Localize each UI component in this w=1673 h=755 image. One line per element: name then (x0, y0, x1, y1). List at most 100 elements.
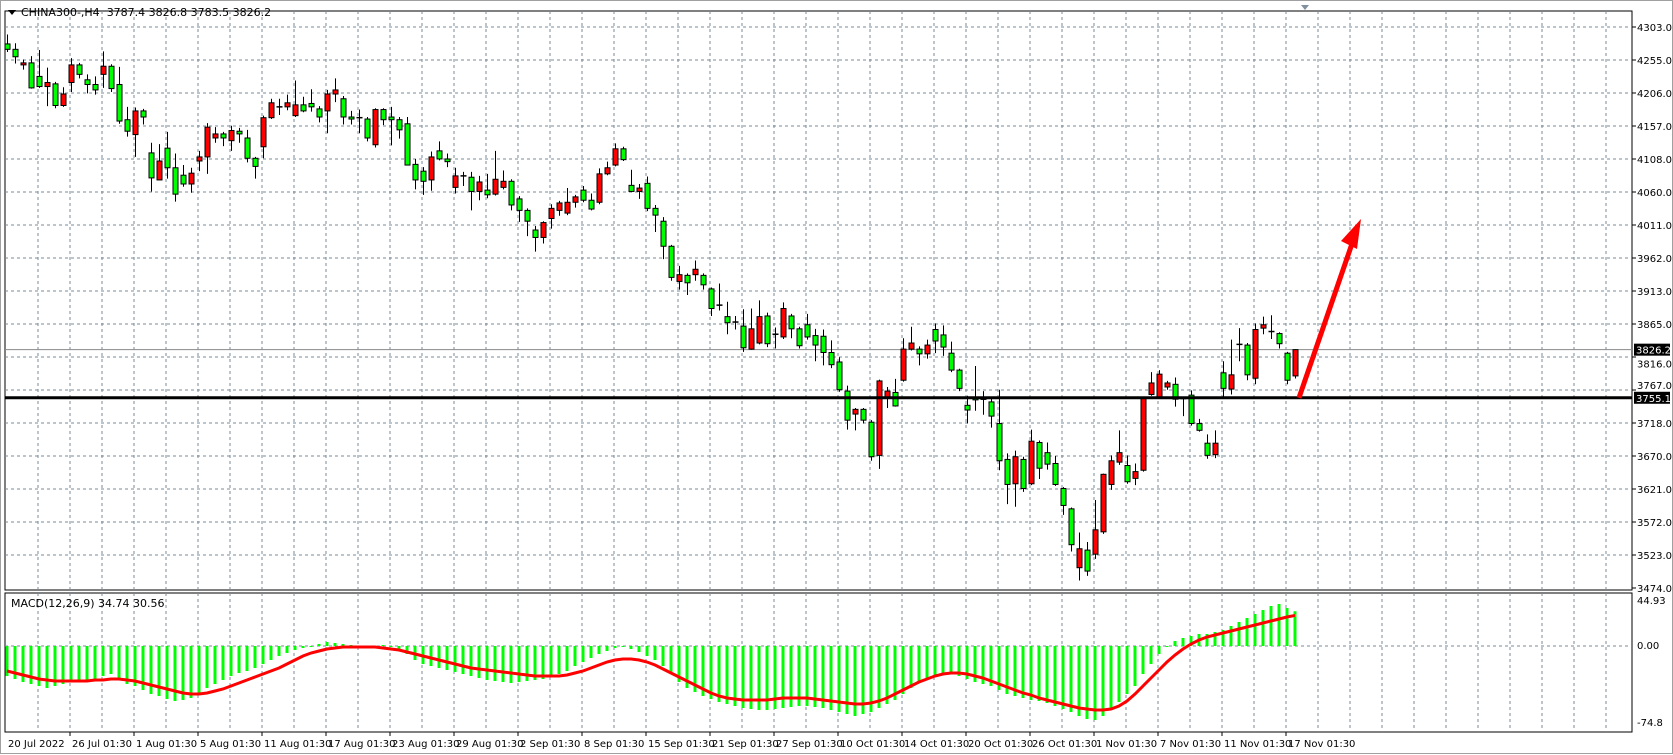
macd-histogram-bar (685, 646, 689, 688)
candle-body-bull (228, 130, 235, 142)
macd-histogram-bar (1101, 646, 1105, 716)
candle (964, 395, 971, 424)
macd-histogram-bar (309, 646, 313, 647)
price-tick-label: 4206.0 (1637, 89, 1672, 100)
macd-histogram-bar (157, 646, 161, 696)
candle (692, 260, 699, 281)
price-tick-label: 3621.0 (1637, 485, 1672, 496)
candle-body-bear (916, 348, 923, 355)
macd-histogram-bar (1245, 618, 1249, 646)
time-label: 8 Sep 01:30 (584, 739, 644, 750)
macd-histogram-bar (189, 646, 193, 698)
macd-histogram-bar (917, 646, 921, 683)
candle (1228, 339, 1235, 395)
candle-body-bear (516, 198, 523, 211)
candle (604, 161, 611, 176)
macd-histogram-bar (853, 646, 857, 716)
candle-body-bear (1244, 344, 1251, 376)
candle (188, 167, 195, 193)
candle (500, 170, 507, 190)
macd-histogram-bar (1173, 641, 1177, 646)
trend-arrow-shaft (1296, 234, 1358, 399)
candle-body-bull (1148, 382, 1155, 395)
candle (724, 301, 731, 335)
macd-histogram-bar (669, 646, 673, 674)
candle (1284, 351, 1291, 385)
candle-body-bear (700, 274, 707, 286)
macd-histogram-bar (693, 646, 697, 692)
candle-body-bear (92, 84, 99, 91)
macd-histogram-bar (957, 646, 961, 676)
macd-histogram-bar (1269, 606, 1273, 646)
candle-body-bear (660, 220, 667, 247)
candle (36, 50, 43, 88)
candle-body-bear (388, 116, 395, 121)
macd-histogram-bar (965, 646, 969, 679)
price-tick-label: 3767.0 (1637, 381, 1672, 392)
macd-histogram-bar (1117, 646, 1121, 702)
candle (28, 56, 35, 89)
price-panel-frame (4, 10, 1633, 591)
macd-histogram-bar (45, 646, 49, 688)
candle (116, 66, 123, 124)
time-label: 23 Aug 01:30 (392, 739, 459, 750)
candle-body-bear (180, 174, 187, 185)
candle-body-bull (196, 156, 203, 162)
macd-histogram-bar (237, 646, 241, 673)
candle-body-bear (172, 167, 179, 195)
macd-histogram-bar (317, 644, 321, 646)
candle-body-bear (1276, 333, 1283, 345)
macd-histogram-bar (469, 646, 473, 676)
candle (652, 204, 659, 233)
macd-histogram-bar (517, 646, 521, 682)
candle (244, 129, 251, 163)
macd-histogram-bar (381, 645, 385, 646)
macd-histogram-bar (405, 646, 409, 654)
chart-menu-triangle-icon[interactable] (8, 10, 16, 15)
macd-histogram-bar (797, 646, 801, 706)
candle-body-bull (1100, 473, 1107, 533)
price-tick-label: 3816.0 (1637, 360, 1672, 371)
candle (1124, 455, 1131, 484)
macd-histogram-bar (1253, 614, 1257, 646)
candle (1164, 380, 1171, 390)
candle (564, 188, 571, 216)
candle-body-bear (588, 199, 595, 210)
candle (900, 338, 907, 382)
candle (108, 64, 115, 92)
candle-body-bear (412, 163, 419, 181)
candle-body-bull (748, 328, 755, 350)
candle-body-bear (4, 43, 11, 50)
macd-histogram-bar (837, 646, 841, 712)
candle (996, 389, 1003, 471)
candle-body-bull (20, 62, 27, 66)
candle (1244, 343, 1251, 381)
candle-body-bear (148, 152, 155, 179)
candle-body-bull (1164, 382, 1171, 388)
macd-tick-label: -74.8 (1637, 718, 1663, 729)
candle (524, 208, 531, 237)
candle (1052, 456, 1059, 486)
macd-histogram-bar (869, 646, 873, 712)
candle-body-bull (1252, 328, 1259, 379)
candle (1012, 450, 1019, 507)
candle (180, 165, 187, 187)
candle (1100, 473, 1107, 534)
support-price-label: 3755.1 (1636, 394, 1671, 405)
candle (1116, 430, 1123, 465)
candle (220, 131, 227, 147)
candle-body-bull (44, 81, 51, 88)
candle (492, 150, 499, 196)
time-label: 11 Aug 01:30 (264, 739, 331, 750)
macd-histogram-bar (1221, 630, 1225, 646)
candle (1084, 541, 1091, 576)
candle-body-bull (1012, 456, 1019, 485)
candle (548, 204, 555, 229)
candle (1212, 430, 1219, 459)
candle-body-bear (956, 369, 963, 389)
candle (1148, 372, 1155, 396)
candle (44, 67, 51, 107)
candle-body-bull (292, 104, 299, 117)
